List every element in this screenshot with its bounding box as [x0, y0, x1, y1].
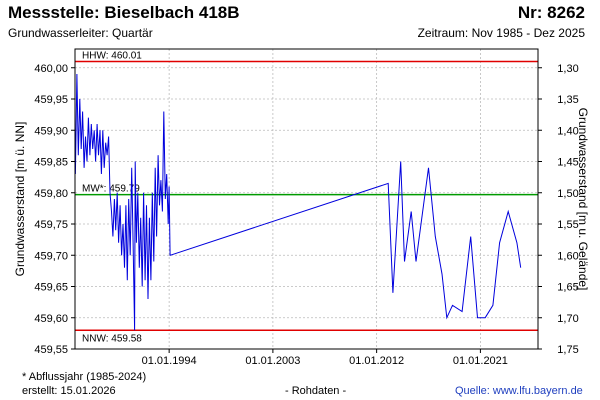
reference-lines: HHW: 460.01 MW*: 459.79 NNW: 459.58	[75, 48, 538, 344]
plot-frame	[74, 48, 539, 350]
source-link[interactable]: www.lfu.bayern.de	[492, 385, 583, 397]
station-number: Nr: 8262	[517, 3, 585, 22]
y2-tick-label: 1,75	[557, 344, 578, 356]
y2-tick-label: 1,55	[557, 219, 578, 231]
y-tick-label: 459,80	[34, 188, 68, 200]
y2-tick-label: 1,60	[557, 250, 578, 262]
ref-label-nnw: NNW: 459.58	[82, 333, 142, 344]
x-tick-label: 01.01.2021	[453, 355, 508, 367]
series-line	[74, 73, 522, 331]
grid	[75, 49, 538, 350]
x-tick-label: 01.01.2012	[349, 355, 404, 367]
page-title: Messstelle: Bieselbach 418B	[8, 3, 240, 22]
source-label: Quelle: www.lfu.bayern.de	[455, 385, 583, 397]
series-layer	[74, 73, 522, 331]
y-tick-label: 459,75	[34, 219, 68, 231]
y2-tick-label: 1,30	[557, 63, 578, 75]
y-axis-label: Grundwasserstand [m ü. NN]	[13, 122, 27, 277]
y-tick-label: 459,85	[34, 157, 68, 169]
y2-tick-label: 1,35	[557, 94, 578, 106]
x-tick-label: 01.01.1994	[142, 355, 197, 367]
axes: 460,00 459,95 459,90 459,85 459,80 459,75 459,…	[34, 63, 578, 367]
y2-axis-label: Grundwasserstand [m u. Gelände]	[576, 108, 590, 291]
y-tick-label: 460,00	[34, 63, 68, 75]
x-tick-label: 01.01.2003	[245, 355, 300, 367]
raw-data-label: - Rohdaten -	[285, 385, 347, 397]
y2-tick-label: 1,70	[557, 313, 578, 325]
y2-tick-label: 1,40	[557, 125, 578, 137]
y-tick-label: 459,95	[34, 94, 68, 106]
ref-label-hhw: HHW: 460.01	[82, 51, 142, 62]
source-prefix: Quelle:	[455, 385, 493, 397]
y2-tick-label: 1,50	[557, 188, 578, 200]
y-tick-label: 459,60	[34, 313, 68, 325]
y-tick-label: 459,70	[34, 250, 68, 262]
y-tick-label: 459,90	[34, 125, 68, 137]
y2-tick-label: 1,65	[557, 282, 578, 294]
y-tick-label: 459,65	[34, 282, 68, 294]
ref-label-bg-hhw	[78, 48, 142, 61]
created-date: erstellt: 15.01.2026	[22, 385, 116, 397]
period-label: Zeitraum: Nov 1985 - Dez 2025	[417, 26, 585, 40]
y2-tick-label: 1,45	[557, 157, 578, 169]
y-tick-label: 459,55	[34, 344, 68, 356]
ref-label-bg-nnw	[78, 331, 142, 344]
ref-label-mw: MW*: 459.79	[82, 184, 140, 195]
aquifer-label: Grundwasserleiter: Quartär	[8, 26, 153, 40]
footnote: * Abflussjahr (1985-2024)	[22, 371, 147, 383]
